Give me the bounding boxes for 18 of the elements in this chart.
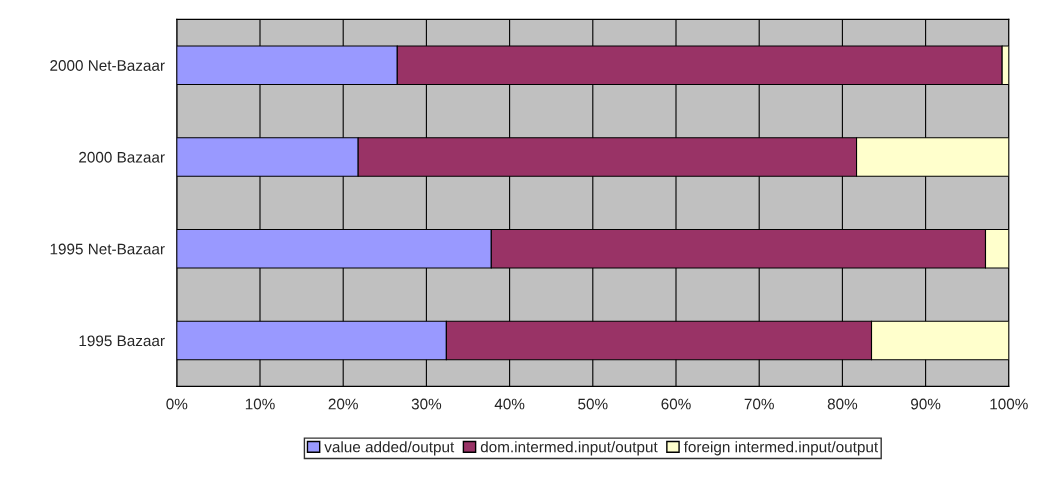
x-tick-label: 0% — [166, 398, 188, 410]
y-tick-label: 1995 Net-Bazaar — [50, 243, 165, 255]
legend-label: foreign intermed.input/output — [683, 441, 879, 456]
x-tick-label: 100% — [990, 398, 1028, 410]
x-tick-label: 40% — [494, 398, 525, 410]
y-tick-label: 2000 Bazaar — [79, 151, 165, 163]
x-tick-label: 70% — [744, 398, 774, 410]
y-tick-label: 2000 Net-Bazaar — [50, 60, 165, 71]
legend-label: value added/output — [324, 441, 455, 456]
x-tick-label: 60% — [661, 398, 691, 410]
legend-label: dom.intermed.input/output — [480, 441, 658, 456]
x-tick-label: 80% — [827, 398, 858, 410]
x-tick-label: 20% — [328, 398, 358, 410]
y-tick-label: 1995 Bazaar — [79, 335, 165, 347]
x-tick-label: 50% — [578, 398, 608, 410]
x-tick-label: 30% — [411, 398, 442, 410]
x-tick-label: 90% — [911, 398, 941, 410]
x-tick-label: 10% — [245, 398, 275, 410]
